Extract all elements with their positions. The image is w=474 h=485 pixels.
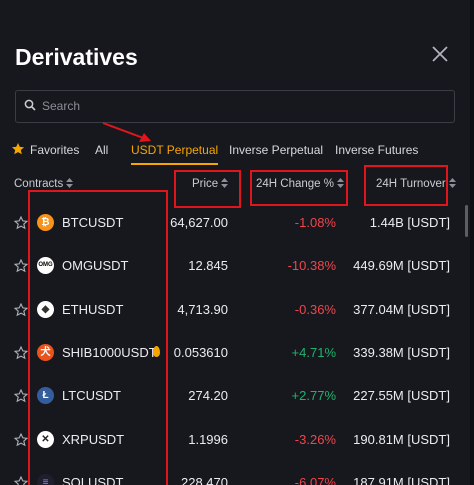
column-header[interactable]: 24H Turnover <box>376 178 456 190</box>
contract-name: XRPUSDT <box>62 431 125 447</box>
change: -3.26% <box>294 431 336 447</box>
favorite-star[interactable] <box>14 302 28 317</box>
price: 228.470 <box>181 474 228 485</box>
change: -1.08% <box>294 215 336 230</box>
coin-icon: Ł <box>37 387 54 405</box>
turnover: 339.38M [USDT] <box>353 344 450 360</box>
search-box[interactable] <box>15 90 455 123</box>
favorite-star[interactable] <box>14 259 28 273</box>
turnover: 449.69M [USDT] <box>353 258 450 274</box>
change: +2.77% <box>291 388 336 404</box>
turnover: 190.81M [USDT] <box>353 431 450 447</box>
column-label: 24H Change % <box>256 178 334 190</box>
annotation-box <box>250 170 348 206</box>
tab[interactable]: Favorites <box>30 143 80 157</box>
search-placeholder: Search <box>42 99 81 113</box>
favorite-star[interactable] <box>14 389 28 403</box>
price: 274.20 <box>188 388 228 404</box>
contract-name: LTCUSDT <box>62 388 121 404</box>
page-title: Derivatives <box>15 44 138 70</box>
contract-name: SOLUSDT <box>62 474 124 485</box>
favorite-star[interactable] <box>14 216 28 230</box>
column-label: 24H Turnover <box>376 178 446 190</box>
contract-name: SHIB1000USDT <box>62 344 157 360</box>
change: -0.36% <box>294 301 336 317</box>
change: -10.38% <box>287 258 336 274</box>
price: 0.053610 <box>173 344 228 360</box>
price: 12.845 <box>188 258 228 274</box>
price: 1.1996 <box>188 431 228 447</box>
tab[interactable]: Inverse Futures <box>335 143 419 157</box>
favorite-star[interactable] <box>14 475 28 485</box>
contract-name: ETHUSDT <box>62 301 124 317</box>
annotation-box <box>28 190 168 485</box>
tab[interactable]: Inverse Perpetual <box>229 143 324 157</box>
change: -6.07% <box>294 474 336 485</box>
coin-icon: ◆ <box>37 300 54 318</box>
scrollbar[interactable] <box>465 205 468 237</box>
annotation-box <box>364 165 448 206</box>
turnover: 187.91M [USDT] <box>353 474 450 485</box>
column-label: Price <box>192 178 219 190</box>
annotation-box <box>174 170 241 208</box>
change: +4.71% <box>291 344 336 360</box>
column-header[interactable]: 24H Change % <box>256 178 344 190</box>
turnover: 1.44B [USDT] <box>369 215 450 230</box>
favorite-star[interactable] <box>14 345 28 360</box>
tab[interactable]: All <box>95 143 109 157</box>
coin-icon: ₿ <box>37 214 54 231</box>
tab[interactable]: USDT Perpetual <box>131 143 219 157</box>
coin-icon: OMG <box>37 257 54 275</box>
column-header[interactable]: Contracts <box>14 178 74 190</box>
edge-strip <box>470 0 474 485</box>
close-button[interactable] <box>430 44 450 64</box>
column-label: Contracts <box>14 178 64 190</box>
star-icon <box>12 143 24 155</box>
contract-name: OMGUSDT <box>62 258 129 274</box>
price: 64,627.00 <box>170 215 228 230</box>
favorite-star[interactable] <box>14 432 28 447</box>
coin-icon: ✕ <box>37 430 54 448</box>
hot-icon <box>153 345 160 357</box>
coin-icon: ≡ <box>37 473 54 485</box>
column-header[interactable]: Price <box>192 178 229 190</box>
search-icon <box>24 99 36 111</box>
price: 4,713.90 <box>177 301 228 317</box>
turnover: 227.55M [USDT] <box>353 388 450 404</box>
turnover: 377.04M [USDT] <box>353 301 450 317</box>
coin-icon: 犬 <box>37 343 54 361</box>
tab-underline <box>131 163 218 165</box>
contract-name: BTCUSDT <box>62 215 124 230</box>
